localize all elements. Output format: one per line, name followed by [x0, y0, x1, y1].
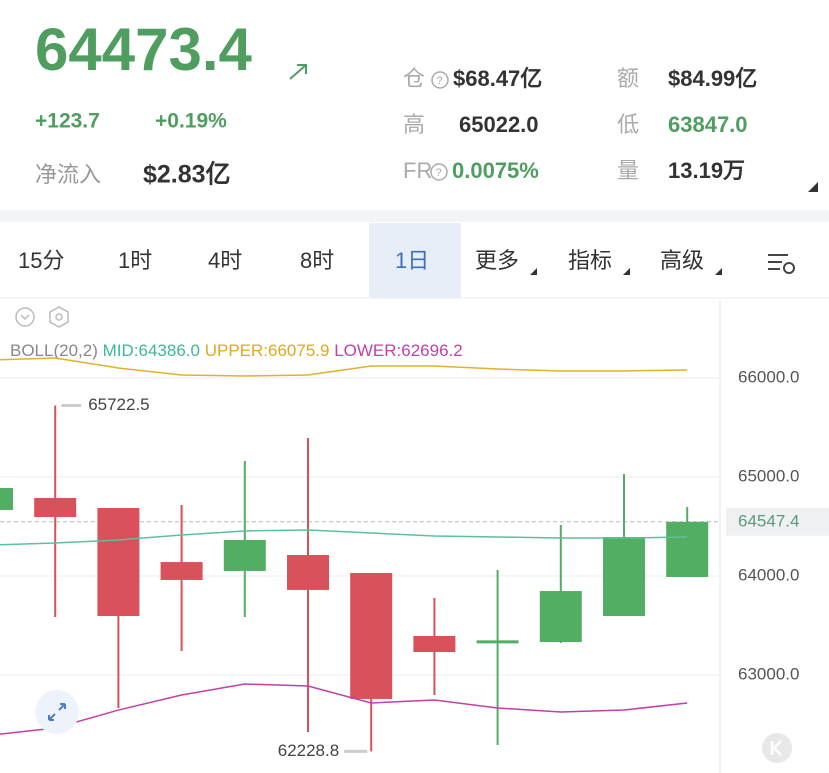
tab[interactable]: 1日: [395, 248, 429, 273]
up-arrow: [289, 64, 307, 80]
settings-icon[interactable]: [768, 254, 788, 270]
candle-body: [34, 497, 77, 517]
tab[interactable]: 4时: [208, 248, 242, 273]
min-label: 62228.8: [278, 741, 339, 760]
legend-item: BOLL(20,2): [10, 341, 98, 360]
y-tick-label: 66000.0: [738, 367, 799, 386]
change-pct: +0.19%: [155, 110, 227, 133]
help-mark: ?: [436, 167, 442, 179]
candle-body: [666, 521, 709, 577]
tab[interactable]: 1时: [118, 248, 152, 273]
stat-label: 额: [617, 66, 639, 91]
stat-value: 0.0075%: [452, 158, 539, 183]
collapse-chevron: [20, 314, 30, 321]
stat-value: 65022.0: [459, 112, 539, 137]
collapse-icon[interactable]: [15, 307, 35, 327]
expand-icon: [48, 703, 66, 721]
expand-button[interactable]: [35, 690, 79, 734]
stat-label: 仓: [403, 66, 425, 91]
stat-value: 63847.0: [668, 112, 748, 137]
y-tick-label: 64000.0: [738, 565, 799, 584]
plot: [0, 357, 720, 752]
candle-body: [413, 635, 456, 653]
candle-body: [0, 487, 13, 510]
stat-label: FR: [403, 158, 432, 183]
change: +123.7: [35, 110, 100, 133]
last-price-box: [726, 507, 829, 536]
tab[interactable]: 8时: [300, 248, 334, 273]
candle-body: [539, 591, 582, 643]
tab-bar: 15分 1时 4时 8时 1日 更多 指标 高级: [18, 223, 722, 298]
legend-item: UPPER:66075.9: [205, 341, 330, 360]
stat-value: 13.19万: [668, 158, 745, 183]
indicator-settings-dot: [55, 313, 63, 321]
candle-body: [97, 507, 140, 616]
chart: BOLL(20,2) MID:64386.0 UPPER:66075.9 LOW…: [0, 341, 829, 760]
tab[interactable]: 高级: [660, 248, 704, 273]
stat-label: 量: [617, 158, 639, 183]
help-icon[interactable]: [431, 71, 449, 89]
separator: [0, 210, 829, 222]
settings-icon-gear: [783, 262, 795, 274]
indicator-legend: BOLL(20,2) MID:64386.0 UPPER:66075.9 LOW…: [10, 341, 463, 360]
price: 64473.4: [35, 16, 253, 83]
candle-body: [160, 562, 203, 580]
boll-line: [0, 529, 688, 546]
y-tick-label: 63000.0: [738, 664, 799, 683]
dropdown-triangle: [530, 268, 537, 275]
tab-active-bg: [369, 223, 461, 298]
tab[interactable]: 更多: [475, 248, 519, 273]
legend-item: LOWER:62696.2: [334, 341, 463, 360]
dropdown-triangle: [715, 268, 722, 275]
last-price-label: 64547.4: [738, 511, 799, 530]
boll-line: [0, 683, 688, 735]
candle-body: [603, 536, 645, 616]
net-inflow: $2.83亿: [143, 161, 231, 189]
candle-body: [476, 640, 519, 644]
back-to-latest-button[interactable]: [762, 733, 792, 763]
stat-value: $84.99亿: [668, 66, 757, 91]
net-inflow-label: 净流入: [35, 162, 101, 187]
candle-body: [287, 555, 329, 590]
stat-value: $68.47亿: [453, 66, 542, 91]
stat-label: 高: [403, 112, 425, 137]
y-tick-label: 65000.0: [738, 466, 799, 485]
corner-triangle: [808, 182, 818, 192]
stat-label: 低: [617, 112, 639, 137]
legend-item: MID:64386.0: [103, 341, 200, 360]
candle-body: [350, 573, 393, 699]
candle-body: [223, 539, 266, 571]
max-label: 65722.5: [88, 395, 149, 414]
help-icon[interactable]: [430, 163, 448, 181]
boll-line: [0, 357, 688, 377]
tab[interactable]: 15分: [18, 248, 64, 273]
dropdown-triangle: [623, 268, 630, 275]
indicator-settings-icon[interactable]: [49, 306, 69, 328]
tab[interactable]: 指标: [568, 248, 612, 273]
help-mark: ?: [437, 75, 443, 87]
header: 64473.4 +123.7 +0.19% 净流入 $2.83亿 仓? $68.4…: [35, 16, 818, 192]
back-to-latest-icon: [770, 740, 782, 756]
